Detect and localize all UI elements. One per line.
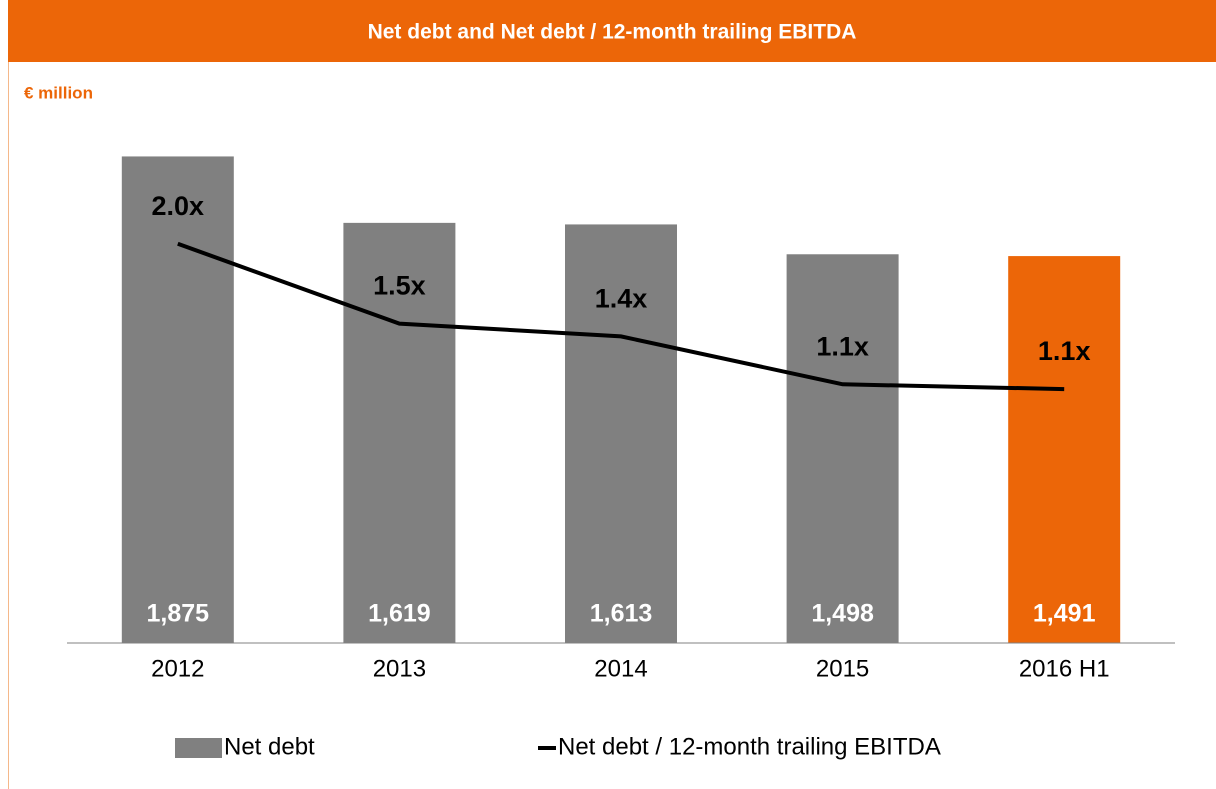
bar bbox=[565, 224, 677, 643]
legend-swatch bbox=[175, 738, 222, 758]
ratio-line bbox=[177, 241, 1065, 392]
x-tick-label: 2013 bbox=[373, 655, 426, 682]
line-value-label: 2.0x bbox=[152, 191, 205, 221]
bar-value-label: 1,491 bbox=[1033, 600, 1096, 628]
bar bbox=[121, 156, 234, 643]
header-bar bbox=[8, 0, 1216, 62]
x-tick-label: 2012 bbox=[151, 655, 204, 682]
line-value-label: 1.5x bbox=[373, 271, 426, 301]
bar-value-label: 1,619 bbox=[368, 600, 431, 628]
line-value-label: 1.1x bbox=[1038, 336, 1091, 366]
bar bbox=[343, 222, 456, 643]
bar-value-label: 1,498 bbox=[811, 600, 874, 628]
chart-title: Net debt and Net debt / 12-month trailin… bbox=[368, 21, 857, 44]
bar bbox=[1008, 256, 1121, 643]
line-value-label: 1.1x bbox=[816, 331, 869, 361]
legend-label: Net debt / 12-month trailing EBITDA bbox=[558, 733, 941, 760]
line-value-label: 1.4x bbox=[595, 284, 648, 314]
x-tick-label: 2014 bbox=[594, 655, 647, 682]
unit-label: € million bbox=[24, 83, 93, 102]
bar bbox=[786, 254, 899, 644]
legend-label: Net debt bbox=[224, 733, 315, 760]
bar-value-label: 1,875 bbox=[147, 600, 210, 628]
x-tick-label: 2016 H1 bbox=[1019, 655, 1110, 682]
x-tick-label: 2015 bbox=[816, 655, 869, 682]
bar-value-label: 1,613 bbox=[590, 600, 653, 628]
